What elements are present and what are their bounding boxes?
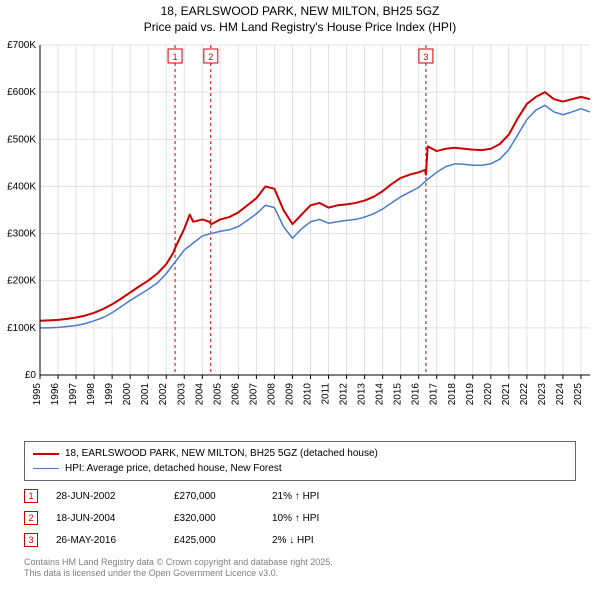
y-tick-label: £200K [7, 276, 36, 287]
annotation-date: 18-JUN-2004 [56, 513, 156, 524]
y-tick-label: £400K [7, 182, 36, 193]
x-tick-label: 2006 [230, 383, 241, 406]
annotation-table: 1 28-JUN-2002 £270,000 21% ↑ HPI 2 18-JUN-200… [24, 485, 576, 551]
footer-line-1: Contains HM Land Registry data © Crown c… [24, 557, 333, 567]
x-tick-label: 2020 [483, 383, 494, 406]
y-tick-label: £100K [7, 323, 36, 334]
x-tick-label: 1997 [68, 383, 79, 406]
x-tick-label: 2001 [140, 383, 151, 406]
x-tick-label: 2017 [429, 383, 440, 406]
title-line-1: 18, EARLSWOOD PARK, NEW MILTON, BH25 5GZ [161, 4, 440, 18]
x-tick-label: 1995 [32, 383, 43, 406]
y-tick-label: £300K [7, 229, 36, 240]
x-tick-label: 2002 [158, 383, 169, 406]
x-tick-label: 2018 [447, 383, 458, 406]
x-tick-label: 2022 [519, 383, 530, 406]
x-tick-label: 2003 [176, 383, 187, 406]
x-tick-label: 2008 [266, 383, 277, 406]
y-tick-label: £600K [7, 87, 36, 98]
x-tick-label: 2025 [573, 383, 584, 406]
annotation-delta: 10% ↑ HPI [272, 513, 362, 524]
chart-svg: £0 £100K £200K £300K £400K £500K £600K £700K 199… [0, 35, 600, 435]
legend-item-price_paid: 18, EARLSWOOD PARK, NEW MILTON, BH25 5GZ… [33, 446, 567, 461]
legend-item-hpi: HPI: Average price, detached house, New … [33, 461, 567, 476]
annotation-delta: 21% ↑ HPI [272, 491, 362, 502]
annotation-date: 28-JUN-2002 [56, 491, 156, 502]
annotation-marker-2: 2 [208, 52, 213, 62]
annotation-marker-icon: 2 [24, 511, 38, 525]
annotation-row: 1 28-JUN-2002 £270,000 21% ↑ HPI [24, 485, 576, 507]
y-tick-label: £700K [7, 40, 36, 51]
y-tick-label: £500K [7, 134, 36, 145]
x-tick-label: 2011 [321, 383, 332, 405]
y-tick-label: £0 [25, 370, 37, 381]
x-tick-label: 1996 [50, 383, 61, 406]
x-tick-label: 2016 [411, 383, 422, 406]
x-tick-label: 1999 [104, 383, 115, 406]
legend-label: 18, EARLSWOOD PARK, NEW MILTON, BH25 5GZ… [65, 446, 378, 461]
annotation-price: £425,000 [174, 535, 254, 546]
chart-container: 18, EARLSWOOD PARK, NEW MILTON, BH25 5GZ… [0, 0, 600, 590]
x-tick-label: 2024 [555, 383, 566, 406]
x-tick-label: 2021 [501, 383, 512, 406]
annotation-delta: 2% ↓ HPI [272, 535, 362, 546]
legend-swatch [33, 453, 59, 455]
annotation-row: 2 18-JUN-2004 £320,000 10% ↑ HPI [24, 507, 576, 529]
x-tick-label: 2012 [339, 383, 350, 406]
x-tick-label: 2007 [248, 383, 259, 406]
x-tick-label: 2019 [465, 383, 476, 406]
x-tick-label: 2013 [357, 383, 368, 406]
x-tick-label: 2005 [212, 383, 223, 406]
footer-line-2: This data is licensed under the Open Gov… [24, 568, 278, 578]
x-tick-label: 2009 [284, 383, 295, 406]
legend-label: HPI: Average price, detached house, New … [65, 461, 282, 476]
attribution-footer: Contains HM Land Registry data © Crown c… [24, 557, 576, 580]
x-tick-label: 1998 [86, 383, 97, 406]
x-tick-label: 2004 [194, 383, 205, 406]
title-line-2: Price paid vs. HM Land Registry's House … [144, 20, 456, 34]
annotation-marker-icon: 1 [24, 489, 38, 503]
legend-swatch [33, 468, 59, 469]
annotation-date: 26-MAY-2016 [56, 535, 156, 546]
x-tick-label: 2014 [375, 383, 386, 406]
annotation-row: 3 26-MAY-2016 £425,000 2% ↓ HPI [24, 529, 576, 551]
annotation-marker-3: 3 [423, 52, 428, 62]
chart-plot-area: £0 £100K £200K £300K £400K £500K £600K £700K 199… [0, 35, 600, 435]
x-tick-label: 2000 [122, 383, 133, 406]
chart-title: 18, EARLSWOOD PARK, NEW MILTON, BH25 5GZ… [0, 0, 600, 35]
legend: 18, EARLSWOOD PARK, NEW MILTON, BH25 5GZ… [24, 441, 576, 481]
x-tick-label: 2023 [537, 383, 548, 406]
annotation-marker-icon: 3 [24, 533, 38, 547]
annotation-price: £320,000 [174, 513, 254, 524]
annotation-marker-1: 1 [173, 52, 178, 62]
x-tick-label: 2015 [393, 383, 404, 406]
annotation-price: £270,000 [174, 491, 254, 502]
x-tick-label: 2010 [302, 383, 313, 406]
